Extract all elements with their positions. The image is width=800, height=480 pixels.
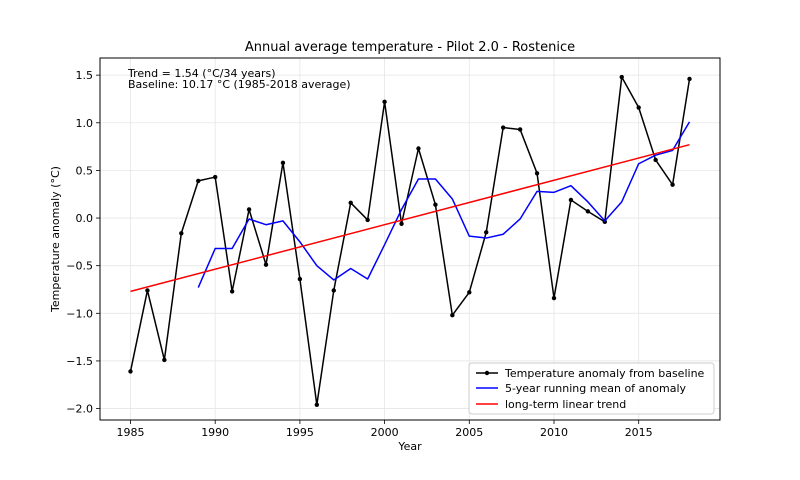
data-point-anomaly [653, 157, 658, 163]
legend-box [468, 362, 715, 415]
y-axis-ticks: −2.0 −1.5 −1.0 −0.5 0.0 0.5 1.0 1.5 [66, 69, 100, 416]
data-point-anomaly [450, 313, 455, 318]
data-point-anomaly [280, 160, 286, 165]
legend-label-anomaly: Temperature anomaly from baseline [504, 367, 705, 380]
data-point-anomaly [314, 402, 320, 407]
x-tick-label: 2015 [625, 426, 653, 439]
series-line-running-mean [197, 121, 691, 288]
data-point-anomaly [297, 276, 303, 282]
y-tick-label: 1.0 [76, 117, 94, 130]
x-tick-label: 1985 [116, 426, 144, 439]
y-tick-label: −0.5 [66, 260, 93, 273]
data-point-anomaly [229, 289, 235, 294]
data-point-anomaly [585, 209, 591, 214]
data-point-anomaly [196, 178, 201, 184]
data-point-anomaly [568, 197, 574, 203]
data-point-anomaly [128, 369, 133, 374]
legend: Temperature anomaly from baseline 5-year… [468, 362, 715, 415]
y-axis-title: Temperature anomaly (°C) [49, 166, 62, 313]
data-point-anomaly [433, 202, 438, 207]
data-point-anomaly [365, 217, 370, 223]
data-point-anomaly [212, 174, 218, 180]
x-tick-label: 1995 [286, 426, 314, 439]
y-tick-label: 0.0 [76, 212, 94, 225]
baseline-annotation: Baseline: 10.17 °C (1985-2018 average) [128, 78, 351, 91]
data-point-anomaly [619, 74, 624, 80]
y-tick-label: −1.5 [66, 355, 93, 368]
data-point-anomaly [534, 171, 540, 176]
data-point-anomaly [263, 262, 269, 267]
chart-title: Annual average temperature - Pilot 2.0 -… [245, 40, 575, 55]
data-point-anomaly [670, 182, 675, 187]
data-point-anomaly [467, 290, 472, 295]
data-point-anomaly [348, 200, 353, 205]
data-point-anomaly [416, 146, 421, 151]
x-tick-label: 2000 [371, 426, 399, 439]
data-point-anomaly [517, 127, 523, 132]
data-point-anomaly [382, 99, 387, 105]
grid-lines [100, 58, 720, 420]
data-point-anomaly [179, 231, 184, 236]
legend-label-running-mean: 5-year running mean of anomaly [505, 382, 687, 395]
data-point-anomaly [246, 207, 252, 212]
x-axis-ticks: 1985 1990 1995 2000 2005 2010 2015 [116, 420, 653, 439]
trend-annotation: Trend = 1.54 (°C/34 years) [127, 67, 276, 80]
x-tick-label: 2010 [540, 426, 568, 439]
y-tick-label: −2.0 [66, 403, 93, 416]
legend-label-trend: long-term linear trend [505, 398, 626, 411]
plot-area-frame [99, 57, 721, 421]
data-point-anomaly [145, 288, 150, 293]
x-tick-label: 2005 [455, 426, 483, 439]
x-axis-title: Year [397, 440, 422, 453]
y-tick-label: 1.5 [76, 69, 94, 82]
x-tick-label: 1990 [201, 426, 229, 439]
data-point-anomaly [331, 288, 336, 293]
data-point-anomaly [551, 295, 557, 301]
data-point-anomaly [162, 357, 167, 363]
y-tick-label: −1.0 [66, 307, 93, 320]
data-point-anomaly [687, 76, 692, 82]
data-point-anomaly [484, 230, 489, 235]
series-line-anomaly [129, 76, 691, 406]
y-tick-label: 0.5 [76, 164, 94, 177]
data-point-anomaly [636, 105, 641, 110]
data-point-anomaly [399, 221, 404, 226]
data-point-anomaly [500, 125, 506, 130]
legend-marker-anomaly [484, 370, 490, 376]
series-layer [128, 74, 692, 407]
series-line-trend [130, 143, 690, 293]
